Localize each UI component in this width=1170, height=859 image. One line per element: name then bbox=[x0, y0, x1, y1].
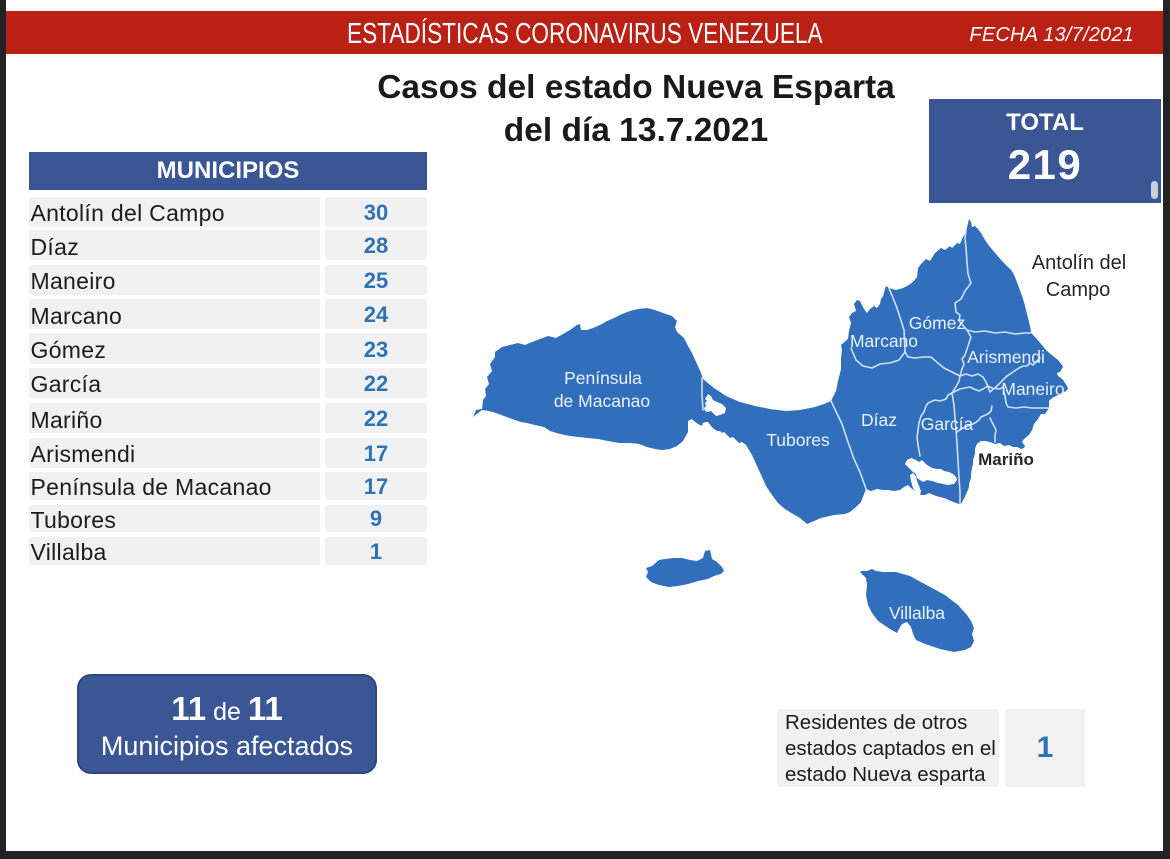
svg-text:de Macanao: de Macanao bbox=[554, 391, 650, 411]
svg-text:Campo: Campo bbox=[1046, 279, 1110, 301]
svg-text:Mariño: Mariño bbox=[978, 450, 1034, 469]
svg-text:Península: Península bbox=[564, 368, 642, 388]
svg-text:Tubores: Tubores bbox=[766, 430, 830, 450]
svg-text:Arismendi: Arismendi bbox=[967, 347, 1045, 367]
svg-text:García: García bbox=[921, 414, 974, 434]
svg-text:Antolín del: Antolín del bbox=[1032, 252, 1127, 274]
svg-text:Maneiro: Maneiro bbox=[1001, 379, 1064, 399]
svg-text:Villalba: Villalba bbox=[889, 603, 945, 623]
svg-text:Díaz: Díaz bbox=[861, 410, 897, 430]
svg-text:Gómez: Gómez bbox=[909, 313, 965, 333]
svg-text:Marcano: Marcano bbox=[850, 331, 918, 351]
